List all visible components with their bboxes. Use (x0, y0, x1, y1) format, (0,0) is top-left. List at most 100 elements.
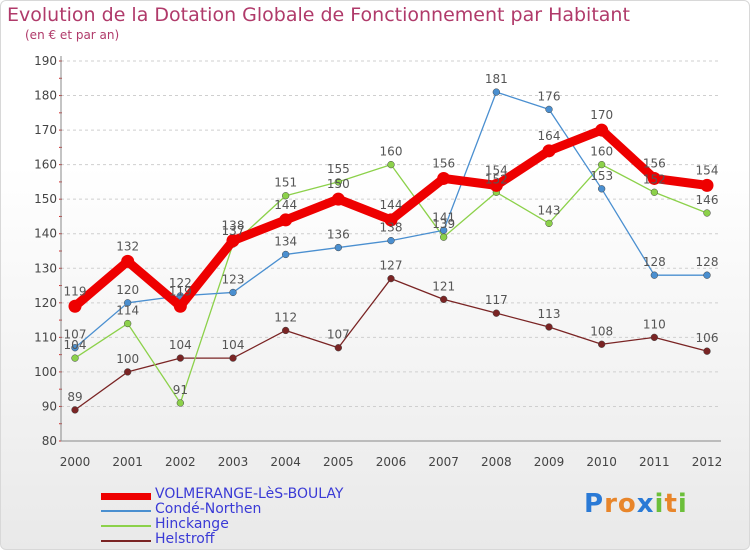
y-tick-label: 100 (34, 365, 57, 379)
data-label-cond-northen: 107 (64, 328, 87, 342)
data-label-helstroff: 110 (643, 317, 666, 331)
x-tick-label: 2008 (481, 455, 512, 469)
data-label-volmerange-l-s-boulay: 170 (590, 108, 613, 122)
data-point-cond-northen (229, 288, 237, 297)
x-tick-label: 2010 (586, 455, 617, 469)
data-label-helstroff: 106 (696, 331, 719, 345)
data-point-volmerange-l-s-boulay (279, 213, 293, 227)
data-point-volmerange-l-s-boulay (700, 178, 714, 192)
data-label-helstroff: 113 (538, 307, 561, 321)
x-tick-label: 2001 (112, 455, 143, 469)
data-label-cond-northen: 122 (169, 276, 192, 290)
x-tick-label: 2012 (692, 455, 723, 469)
data-point-helstroff (71, 406, 79, 414)
data-point-hinckange (124, 319, 132, 328)
data-label-volmerange-l-s-boulay: 144 (380, 198, 403, 212)
data-label-cond-northen: 141 (432, 210, 455, 224)
data-point-hinckange (703, 209, 711, 217)
data-label-hinckange: 104 (64, 338, 87, 352)
data-point-helstroff (650, 333, 658, 342)
data-label-hinckange: 91 (173, 383, 188, 397)
data-point-cond-northen (71, 344, 79, 352)
data-label-cond-northen: 181 (485, 72, 508, 86)
data-label-volmerange-l-s-boulay: 132 (116, 239, 139, 253)
data-label-cond-northen: 120 (116, 283, 139, 297)
y-tick-label: 180 (34, 89, 57, 103)
legend-label-volmerange: VOLMERANGE-LèS-BOULAY (155, 486, 344, 502)
proxiti-logo: Proxiti (584, 489, 688, 519)
legend-swatch-volmerange (101, 493, 151, 500)
data-label-hinckange: 143 (538, 203, 561, 217)
data-point-hinckange (545, 219, 553, 228)
data-point-helstroff (492, 309, 500, 317)
data-point-volmerange-l-s-boulay (437, 171, 451, 185)
data-point-helstroff (703, 347, 711, 355)
data-point-cond-northen (492, 88, 500, 96)
data-label-hinckange: 155 (327, 162, 350, 176)
y-tick-label: 140 (34, 227, 57, 241)
data-point-cond-northen (650, 271, 658, 279)
data-point-cond-northen (124, 299, 132, 307)
data-point-helstroff (124, 368, 132, 376)
data-point-cond-northen (545, 105, 553, 114)
data-label-helstroff: 117 (485, 293, 508, 307)
data-label-cond-northen: 138 (380, 221, 403, 235)
x-tick-label: 2003 (218, 455, 249, 469)
y-tick-label: 160 (34, 158, 57, 172)
logo-letter: P (584, 489, 605, 519)
data-label-volmerange-l-s-boulay: 150 (327, 177, 350, 191)
data-label-cond-northen: 128 (696, 255, 719, 269)
y-tick-label: 150 (34, 192, 57, 206)
data-label-hinckange: 152 (643, 172, 666, 186)
data-label-cond-northen: 123 (222, 272, 245, 286)
data-label-volmerange-l-s-boulay: 119 (169, 284, 192, 298)
data-label-volmerange-l-s-boulay: 144 (274, 198, 297, 212)
data-point-cond-northen (387, 236, 395, 245)
data-label-helstroff: 107 (327, 328, 350, 342)
data-label-hinckange: 146 (696, 193, 719, 207)
data-label-hinckange: 152 (485, 172, 508, 186)
x-tick-label: 2000 (60, 455, 91, 469)
logo-letter: i (677, 489, 688, 519)
y-tick-label: 110 (34, 330, 57, 344)
data-label-volmerange-l-s-boulay: 156 (432, 156, 455, 170)
data-point-cond-northen (282, 250, 290, 259)
data-label-helstroff: 104 (222, 338, 245, 352)
data-point-helstroff (282, 326, 290, 335)
x-tick-label: 2005 (323, 455, 354, 469)
data-label-volmerange-l-s-boulay: 154 (485, 163, 508, 177)
data-label-hinckange: 151 (274, 176, 297, 190)
data-label-volmerange-l-s-boulay: 138 (222, 219, 245, 233)
data-point-hinckange (598, 160, 606, 169)
x-tick-label: 2009 (534, 455, 565, 469)
data-point-volmerange-l-s-boulay (173, 299, 187, 313)
data-point-volmerange-l-s-boulay (595, 123, 609, 137)
data-label-helstroff: 100 (116, 352, 139, 366)
data-point-hinckange (282, 192, 290, 200)
x-tick-label: 2011 (639, 455, 670, 469)
data-point-cond-northen (703, 271, 711, 279)
data-label-hinckange: 137 (222, 224, 245, 238)
data-point-helstroff (545, 323, 553, 331)
data-label-hinckange: 139 (432, 217, 455, 231)
x-tick-label: 2002 (165, 455, 196, 469)
data-label-volmerange-l-s-boulay: 154 (696, 163, 719, 177)
data-point-hinckange (440, 233, 448, 241)
data-point-hinckange (176, 399, 184, 407)
data-label-volmerange-l-s-boulay: 164 (538, 129, 561, 143)
data-point-volmerange-l-s-boulay (68, 299, 82, 313)
data-point-hinckange (650, 188, 658, 196)
data-label-hinckange: 114 (116, 304, 139, 318)
legend-label-conde-northen: Condé-Northen (155, 501, 262, 517)
chart-subtitle: (en € et par an) (25, 28, 120, 42)
legend-label-hinckange: Hinckange (155, 516, 229, 532)
data-label-helstroff: 121 (432, 279, 455, 293)
logo-letter: x (636, 489, 655, 519)
data-point-helstroff (440, 295, 448, 304)
data-point-volmerange-l-s-boulay (489, 178, 503, 192)
y-tick-label: 190 (34, 54, 57, 68)
data-point-helstroff (598, 340, 606, 348)
x-tick-label: 2004 (270, 455, 301, 469)
